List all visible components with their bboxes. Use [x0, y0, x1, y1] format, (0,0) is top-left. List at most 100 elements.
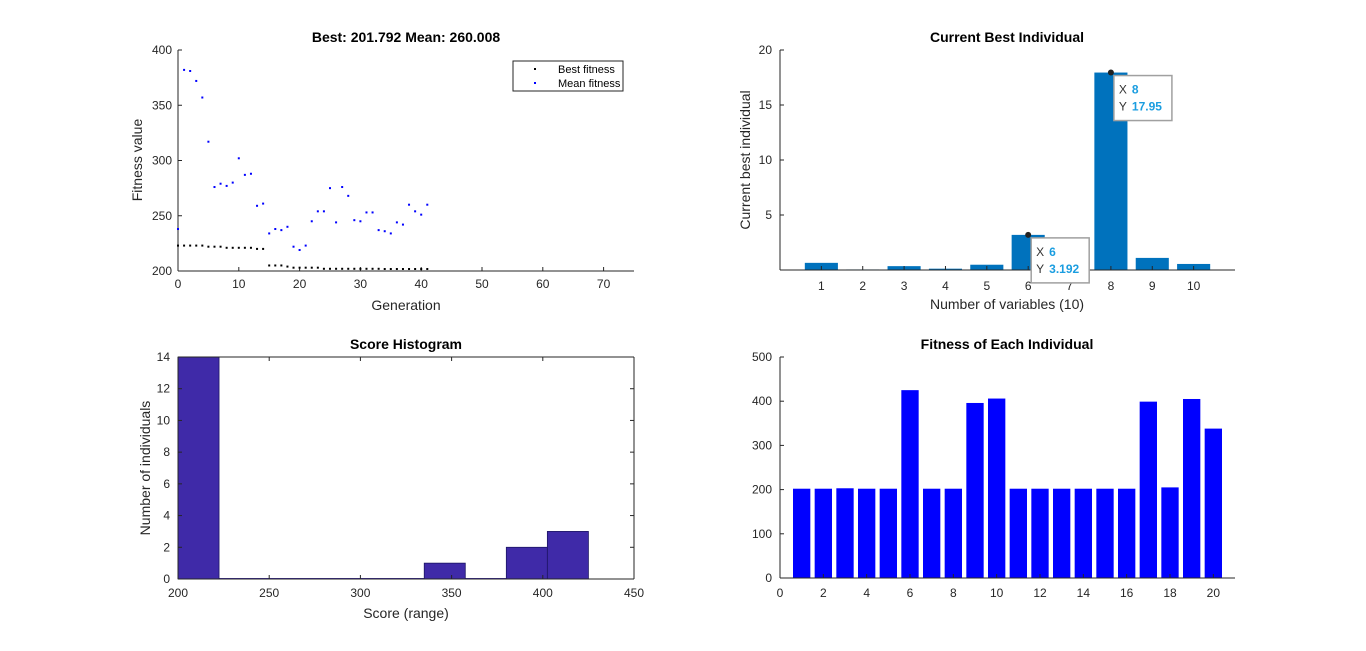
x-axis-label: Score (range) — [363, 605, 449, 621]
best-fitness-point — [249, 246, 252, 249]
x-tick-label: 16 — [1120, 586, 1134, 600]
mean-fitness-point — [383, 230, 386, 233]
best-fitness-point — [177, 244, 179, 247]
best-fitness-point — [353, 267, 356, 270]
best-fitness-point — [408, 268, 411, 271]
bar — [1139, 401, 1157, 578]
bar — [1118, 488, 1136, 578]
y-axis-label: Current best individual — [737, 90, 753, 229]
bar — [836, 488, 854, 578]
x-tick-label: 5 — [983, 279, 990, 293]
y-tick-label: 200 — [152, 264, 172, 278]
mean-fitness-point — [395, 221, 398, 224]
mean-fitness-point — [262, 202, 265, 205]
best-fitness-point — [359, 267, 362, 270]
mean-fitness-point — [249, 172, 252, 175]
x-axis-label: Generation — [371, 297, 440, 313]
legend-box — [512, 60, 624, 92]
bar — [1053, 488, 1071, 578]
bar — [858, 488, 876, 578]
mean-fitness-point — [298, 249, 301, 252]
best-fitness-point — [401, 268, 404, 271]
x-tick-label: 12 — [1033, 586, 1047, 600]
x-tick-label: 20 — [293, 277, 307, 291]
mean-fitness-point — [280, 229, 283, 232]
datatip-y-key: Y — [1119, 100, 1127, 114]
best-fitness-point — [335, 267, 338, 270]
datatip-marker — [1025, 231, 1032, 238]
y-tick-label: 8 — [163, 445, 170, 459]
x-tick-label: 200 — [168, 586, 188, 600]
mean-fitness-point — [274, 228, 277, 231]
x-tick-label: 30 — [354, 277, 368, 291]
y-tick-label: 0 — [765, 571, 772, 585]
datatip-marker — [1107, 69, 1114, 76]
y-axis-label: Fitness value — [129, 119, 145, 202]
histogram-bar — [505, 546, 548, 580]
mean-fitness-point — [408, 203, 411, 206]
best-fitness-point — [365, 267, 368, 270]
bar — [879, 488, 897, 578]
y-tick-label: 15 — [759, 98, 773, 112]
best-fitness-point — [347, 267, 350, 270]
bar — [793, 488, 811, 578]
best-fitness-point — [274, 264, 277, 267]
mean-fitness-point — [389, 232, 392, 235]
mean-fitness-point — [322, 210, 325, 213]
bar — [944, 488, 962, 578]
best-fitness-point — [304, 266, 307, 269]
chart-title: Fitness of Each Individual — [921, 336, 1094, 352]
mean-fitness-point — [341, 186, 344, 189]
best-fitness-point — [231, 246, 234, 249]
histogram-bar — [177, 356, 220, 580]
x-tick-label: 6 — [1025, 279, 1032, 293]
best-fitness-point — [268, 264, 271, 267]
mean-fitness-point — [347, 194, 350, 197]
y-tick-label: 5 — [765, 208, 772, 222]
chart-title: Score Histogram — [350, 336, 462, 352]
x-tick-label: 8 — [950, 586, 957, 600]
y-tick-label: 200 — [752, 483, 772, 497]
x-tick-label: 4 — [863, 586, 870, 600]
mean-fitness-point — [420, 213, 423, 216]
best-fitness-point — [225, 246, 228, 249]
bar — [901, 390, 919, 578]
mean-fitness-point — [377, 229, 380, 232]
mean-fitness-point — [316, 210, 319, 213]
bar — [1161, 487, 1179, 578]
mean-fitness-point — [213, 186, 216, 189]
x-tick-label: 300 — [350, 586, 370, 600]
y-tick-label: 14 — [157, 350, 171, 364]
best-fitness-point — [298, 266, 301, 269]
x-tick-label: 9 — [1149, 279, 1156, 293]
datatip-y-value: 3.192 — [1049, 262, 1079, 276]
chart-title: Current Best Individual — [930, 29, 1084, 45]
x-tick-label: 10 — [232, 277, 246, 291]
y-tick-label: 250 — [152, 209, 172, 223]
x-axis-label: Number of variables (10) — [930, 296, 1084, 312]
x-tick-label: 0 — [777, 586, 784, 600]
y-tick-label: 20 — [759, 43, 773, 57]
best-fitness-point — [310, 266, 313, 269]
mean-fitness-point — [329, 187, 331, 190]
mean-fitness-point — [426, 203, 429, 206]
legend-label: Best fitness — [558, 64, 615, 76]
best-fitness-point — [371, 267, 374, 270]
y-tick-label: 4 — [163, 509, 170, 523]
y-tick-label: 12 — [157, 382, 171, 396]
bar — [1074, 488, 1092, 578]
datatip-y-key: Y — [1036, 262, 1044, 276]
mean-fitness-point — [310, 220, 313, 223]
mean-fitness-point — [365, 211, 368, 214]
y-tick-label: 6 — [163, 477, 170, 491]
best-fitness-point — [426, 268, 429, 271]
x-tick-label: 4 — [942, 279, 949, 293]
histogram-bar — [423, 562, 466, 580]
plot-current-best-individual: 1 2 3 4 5 6 7 8 9 10 5 10 15 20 Current Best Individua… — [737, 29, 1235, 312]
best-fitness-point — [316, 266, 319, 269]
plot-fitness-each-individual: 0 2 4 6 8 10 12 14 16 18 200100200300400500Fitness… — [752, 336, 1235, 600]
best-fitness-point — [237, 246, 240, 249]
x-tick-label: 10 — [1187, 279, 1201, 293]
x-tick-label: 10 — [990, 586, 1004, 600]
